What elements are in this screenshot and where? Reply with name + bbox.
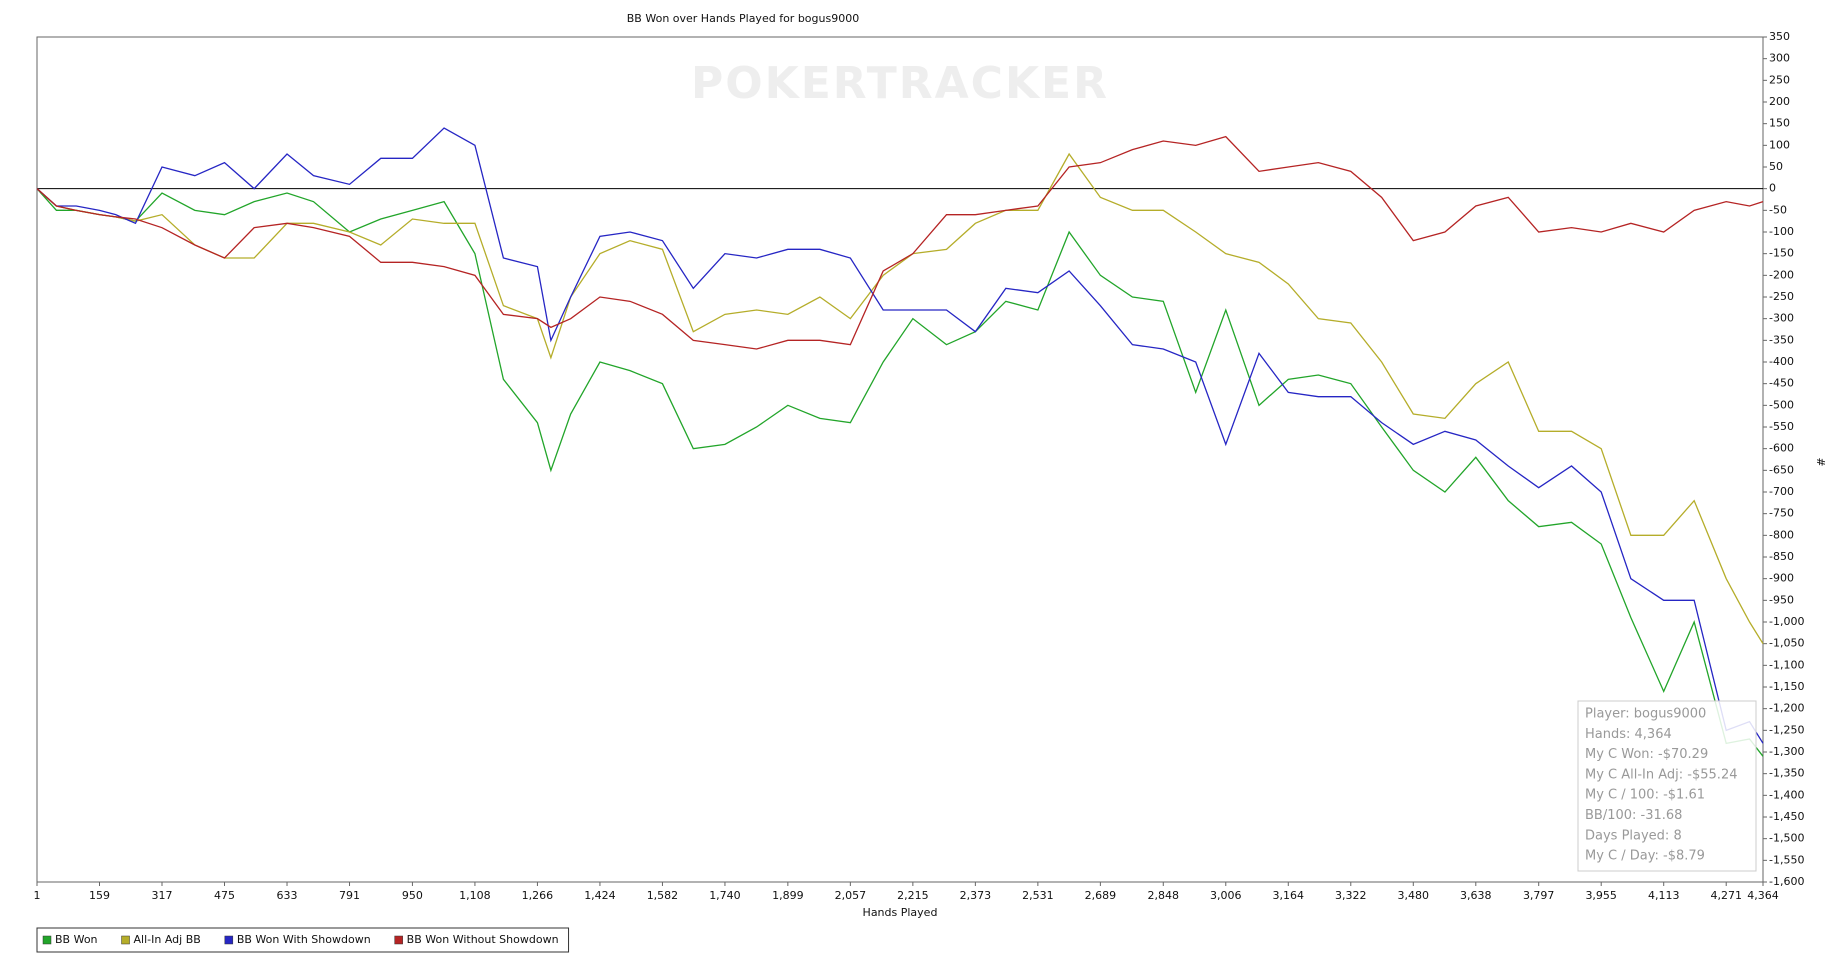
y-tick-label: -800	[1769, 528, 1794, 541]
x-tick-label: 3,955	[1585, 889, 1617, 902]
series-line	[36, 152, 1764, 645]
x-tick-label: 1,899	[772, 889, 804, 902]
y-tick-label: -1,500	[1769, 832, 1804, 845]
chart-title: BB Won over Hands Played for bogus9000	[627, 12, 859, 25]
y-tick-label: -1,150	[1769, 680, 1804, 693]
y-tick-label: -1,250	[1769, 723, 1804, 736]
y-tick-label: -900	[1769, 572, 1794, 585]
x-tick-label: 3,797	[1523, 889, 1555, 902]
x-tick-label: 2,373	[960, 889, 992, 902]
x-tick-label: 950	[402, 889, 423, 902]
x-tick-label: 2,215	[897, 889, 929, 902]
y-tick-label: -750	[1769, 507, 1794, 520]
plot-area	[36, 36, 1764, 883]
y-tick-label: 100	[1769, 138, 1790, 151]
y-tick-label: -1,300	[1769, 745, 1804, 758]
y-tick-label: -150	[1769, 247, 1794, 260]
y-tick-label: -850	[1769, 550, 1794, 563]
x-tick-label: 1,266	[522, 889, 554, 902]
x-tick-label: 1,740	[709, 889, 741, 902]
x-tick-label: 1,108	[459, 889, 491, 902]
y-tick-label: -200	[1769, 268, 1794, 281]
tooltip-line: Days Played: 8	[1585, 828, 1682, 843]
watermark: POKERTRACKER	[691, 58, 1109, 109]
x-tick-label: 4,364	[1747, 889, 1779, 902]
y-tick-label: -950	[1769, 593, 1794, 606]
x-tick-label: 159	[89, 889, 110, 902]
y-tick-label: -500	[1769, 398, 1794, 411]
legend-swatch	[394, 935, 403, 945]
x-axis-label: Hands Played	[863, 906, 938, 919]
y-tick-label: -550	[1769, 420, 1794, 433]
series-line	[36, 127, 1764, 744]
tooltip-line: BB/100: -31.68	[1585, 808, 1682, 823]
y-tick-label: 0	[1769, 182, 1776, 195]
x-tick-label: 3,480	[1398, 889, 1430, 902]
y-axis-label: #	[1814, 457, 1827, 466]
y-tick-label: -600	[1769, 442, 1794, 455]
y-tick-label: -1,350	[1769, 767, 1804, 780]
x-tick-label: 3,638	[1460, 889, 1492, 902]
y-tick-label: -1,100	[1769, 658, 1804, 671]
y-tick-label: -1,200	[1769, 702, 1804, 715]
y-tick-label: -1,550	[1769, 853, 1804, 866]
y-tick-label: -1,000	[1769, 615, 1804, 628]
series-line	[36, 188, 1764, 757]
y-tick-label: -1,450	[1769, 810, 1804, 823]
x-tick-label: 4,271	[1710, 889, 1742, 902]
y-tick-label: -1,400	[1769, 788, 1804, 801]
x-tick-label: 1,424	[584, 889, 616, 902]
y-tick-label: -250	[1769, 290, 1794, 303]
x-tick-label: 1,582	[647, 889, 679, 902]
x-tick-label: 2,531	[1022, 889, 1054, 902]
x-tick-label: 633	[277, 889, 298, 902]
legend-label: BB Won Without Showdown	[407, 933, 559, 946]
x-tick-label: 2,057	[835, 889, 867, 902]
tooltip: Player: bogus9000 Hands: 4,364 My C Won: -…	[1577, 700, 1757, 872]
x-tick-label: 475	[214, 889, 235, 902]
y-tick-label: -100	[1769, 225, 1794, 238]
tooltip-line: My C All-In Adj: -$55.24	[1585, 767, 1737, 782]
legend-label: All-In Adj BB	[134, 933, 201, 946]
y-tick-label: 300	[1769, 52, 1790, 65]
y-tick-label: -650	[1769, 463, 1794, 476]
y-tick-label: 350	[1769, 30, 1790, 43]
y-tick-label: -300	[1769, 312, 1794, 325]
y-tick-label: -450	[1769, 377, 1794, 390]
x-tick-label: 2,848	[1148, 889, 1180, 902]
tooltip-box	[1577, 700, 1757, 872]
y-tick-label: -1,050	[1769, 637, 1804, 650]
x-tick-label: 4,113	[1648, 889, 1680, 902]
y-tick-label: 200	[1769, 95, 1790, 108]
y-tick-label: -700	[1769, 485, 1794, 498]
x-tick-label: 2,689	[1085, 889, 1117, 902]
y-tick-label: -400	[1769, 355, 1794, 368]
x-tick-label: 3,006	[1210, 889, 1242, 902]
legend-swatch	[224, 935, 234, 945]
legend-swatch	[121, 935, 130, 945]
tooltip-line: Player: bogus9000	[1585, 707, 1706, 722]
series-line	[36, 135, 1764, 350]
x-tick-label: 3,322	[1335, 889, 1367, 902]
tooltip-line: My C / Day: -$8.79	[1585, 849, 1705, 864]
legend-label: BB Won	[55, 933, 98, 946]
legend-label: BB Won With Showdown	[237, 933, 371, 946]
y-tick-label: -1,600	[1769, 875, 1804, 888]
x-tick-label: 1	[34, 889, 41, 902]
y-tick-label: 250	[1769, 73, 1790, 86]
tooltip-line: Hands: 4,364	[1585, 727, 1672, 742]
legend: BB Won All-In Adj BB BB Won With Showdown B…	[36, 927, 570, 953]
y-tick-label: -350	[1769, 333, 1794, 346]
y-tick-label: 150	[1769, 117, 1790, 130]
tooltip-line: My C / 100: -$1.61	[1585, 788, 1705, 803]
y-tick-label: 50	[1769, 160, 1783, 173]
legend-swatch	[42, 935, 52, 945]
x-tick-label: 791	[339, 889, 360, 902]
x-tick-label: 3,164	[1273, 889, 1305, 902]
x-tick-label: 317	[152, 889, 173, 902]
y-tick-label: -50	[1769, 203, 1787, 216]
tooltip-line: My C Won: -$70.29	[1585, 747, 1708, 762]
